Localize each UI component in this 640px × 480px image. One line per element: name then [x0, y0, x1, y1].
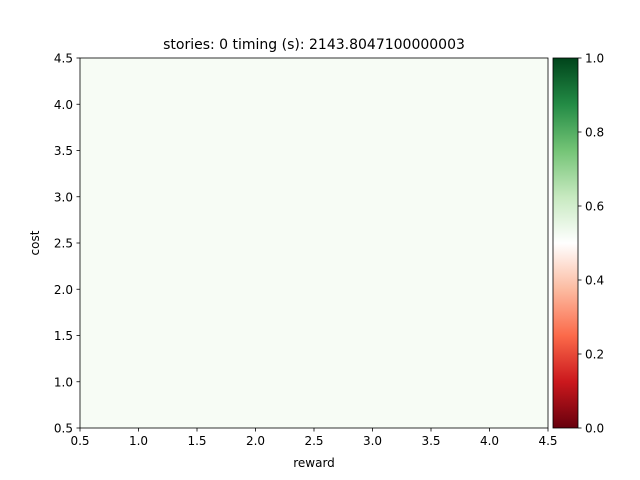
- x-axis-label: reward: [293, 456, 335, 470]
- x-tick-label: 0.5: [70, 434, 89, 448]
- y-axis-label: cost: [28, 230, 42, 255]
- x-tick-label: 3.5: [421, 434, 440, 448]
- x-tick-label: 1.5: [187, 434, 206, 448]
- colorbar-tick-label: 0.4: [585, 274, 604, 288]
- x-tick-label: 3.0: [363, 434, 382, 448]
- y-tick-label: 0.5: [54, 422, 73, 436]
- chart-title: stories: 0 timing (s): 2143.804710000000…: [163, 37, 465, 53]
- x-tick-label: 4.0: [480, 434, 499, 448]
- y-tick-label: 2.5: [54, 237, 73, 251]
- x-tick-label: 4.5: [538, 434, 557, 448]
- y-tick-label: 4.5: [54, 52, 73, 66]
- y-tick-label: 1.5: [54, 329, 73, 343]
- colorbar-tick-label: 1.0: [585, 52, 604, 66]
- y-tick-label: 2.0: [54, 283, 73, 297]
- y-axis-ticks: 0.5 1.0 1.5 2.0 2.5 3.0 3.5 4.0 4.5: [54, 52, 80, 436]
- y-tick-label: 3.0: [54, 190, 73, 204]
- colorbar-tick-label: 0.8: [585, 126, 604, 140]
- colorbar-tick-label: 0.6: [585, 200, 604, 214]
- y-tick-label: 3.5: [54, 144, 73, 158]
- heatmap-cell: [80, 58, 548, 428]
- x-tick-label: 2.5: [304, 434, 323, 448]
- colorbar-ticks: 0.0 0.2 0.4 0.6 0.8 1.0: [578, 52, 604, 436]
- y-tick-label: 1.0: [54, 375, 73, 389]
- colorbar: [552, 57, 579, 429]
- x-tick-label: 1.0: [129, 434, 148, 448]
- y-tick-label: 4.0: [54, 98, 73, 112]
- colorbar-tick-label: 0.0: [585, 422, 604, 436]
- x-axis-ticks: 0.5 1.0 1.5 2.0 2.5 3.0 3.5 4.0 4.5: [70, 428, 558, 448]
- colorbar-tick-label: 0.2: [585, 348, 604, 362]
- x-tick-label: 2.0: [246, 434, 265, 448]
